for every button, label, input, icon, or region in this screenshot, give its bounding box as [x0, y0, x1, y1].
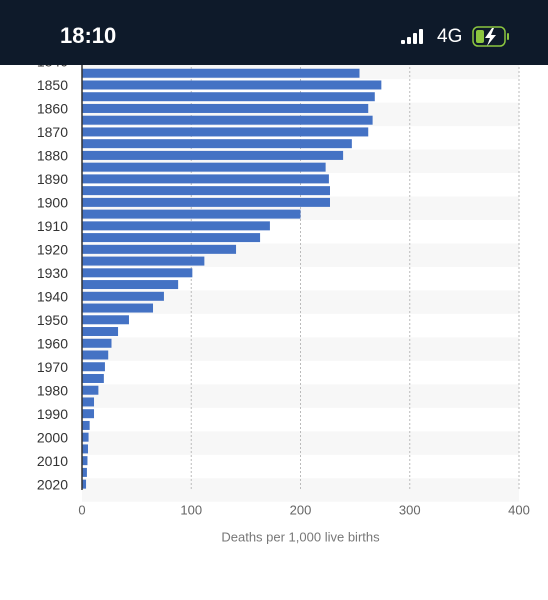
clock: 18:10 — [60, 23, 116, 48]
status-bar-bg — [0, 0, 548, 65]
network-label: 4G — [437, 26, 462, 47]
y-tick-label: 1990 — [37, 406, 68, 422]
bar — [82, 362, 105, 372]
bar — [82, 338, 112, 348]
bar — [82, 233, 261, 243]
bar — [82, 103, 369, 113]
x-axis-title: Deaths per 1,000 live births — [221, 529, 380, 544]
bar — [82, 186, 330, 196]
x-tick-label: 100 — [180, 502, 202, 517]
y-tick-label: 1920 — [37, 242, 68, 258]
x-tick-label: 400 — [508, 502, 530, 517]
bar — [82, 420, 90, 430]
bar — [82, 221, 270, 231]
y-tick-label: 2000 — [37, 429, 68, 445]
bar — [82, 115, 373, 125]
bar — [82, 373, 104, 383]
x-tick-label: 0 — [78, 502, 85, 517]
y-tick-label: 1950 — [37, 312, 68, 328]
bar — [82, 456, 88, 466]
bar — [82, 327, 119, 337]
x-tick-label: 200 — [290, 502, 312, 517]
bar — [82, 209, 301, 219]
y-tick-label: 1870 — [37, 124, 68, 140]
chart: 0100200300400184018501860187018801890190… — [37, 54, 530, 545]
bar — [82, 150, 344, 160]
y-tick-label: 1980 — [37, 382, 68, 398]
y-tick-label: 2010 — [37, 453, 68, 469]
bar — [82, 385, 99, 395]
y-tick-label: 1910 — [37, 218, 68, 234]
bar — [82, 350, 109, 360]
y-tick-label: 2020 — [37, 476, 68, 492]
bar — [82, 291, 164, 301]
status-bar: 18:10 4G — [0, 0, 548, 65]
bar — [82, 127, 369, 137]
y-tick-label: 1900 — [37, 195, 68, 211]
bar — [82, 444, 89, 454]
bar — [82, 479, 87, 489]
bar — [82, 256, 205, 266]
bar — [82, 244, 237, 254]
y-tick-label: 1860 — [37, 101, 68, 117]
bar — [82, 197, 330, 207]
x-tick-label: 300 — [399, 502, 421, 517]
bar — [82, 174, 329, 184]
y-tick-label: 1940 — [37, 289, 68, 305]
bar — [82, 139, 352, 149]
battery-icon — [472, 26, 509, 47]
y-tick-label: 1970 — [37, 359, 68, 375]
y-tick-label: 1890 — [37, 171, 68, 187]
bar — [82, 268, 193, 278]
bar — [82, 467, 87, 477]
y-tick-label: 1930 — [37, 265, 68, 281]
bar — [82, 92, 375, 102]
bar — [82, 315, 129, 325]
y-tick-label: 1880 — [37, 148, 68, 164]
y-tick-label: 1960 — [37, 335, 68, 351]
bar — [82, 303, 154, 313]
bar — [82, 68, 360, 78]
bar — [82, 162, 326, 172]
bar — [82, 280, 179, 290]
bar — [82, 409, 95, 419]
y-tick-label: 1850 — [37, 77, 68, 93]
bar — [82, 397, 95, 407]
bar — [82, 80, 382, 90]
signal-icon — [401, 29, 423, 44]
bar — [82, 432, 89, 442]
